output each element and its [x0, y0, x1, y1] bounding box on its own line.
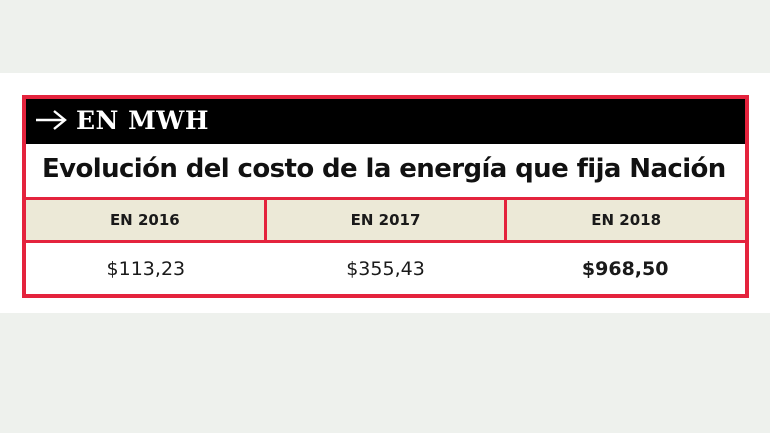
- table-header-row: EN 2016 EN 2017 EN 2018: [26, 197, 746, 243]
- infographic-card: EN MWH Evolución del costo de la energía…: [22, 95, 749, 298]
- header-bar: EN MWH: [26, 99, 745, 144]
- value-2017: $355,43: [346, 257, 425, 280]
- value-2018: $968,50: [581, 257, 669, 280]
- column-header-2017: EN 2017: [266, 200, 508, 240]
- column-header-2016: EN 2016: [26, 200, 267, 240]
- column-header-2018: EN 2018: [507, 200, 746, 240]
- graphic-title: Evolución del costo de la energía que fi…: [42, 154, 726, 184]
- arrow-right-icon: [36, 110, 67, 130]
- header-label: EN MWH: [76, 106, 209, 135]
- table-value-row: $113,23 $355,43 $968,50: [26, 243, 745, 294]
- value-2016: $113,23: [106, 257, 186, 280]
